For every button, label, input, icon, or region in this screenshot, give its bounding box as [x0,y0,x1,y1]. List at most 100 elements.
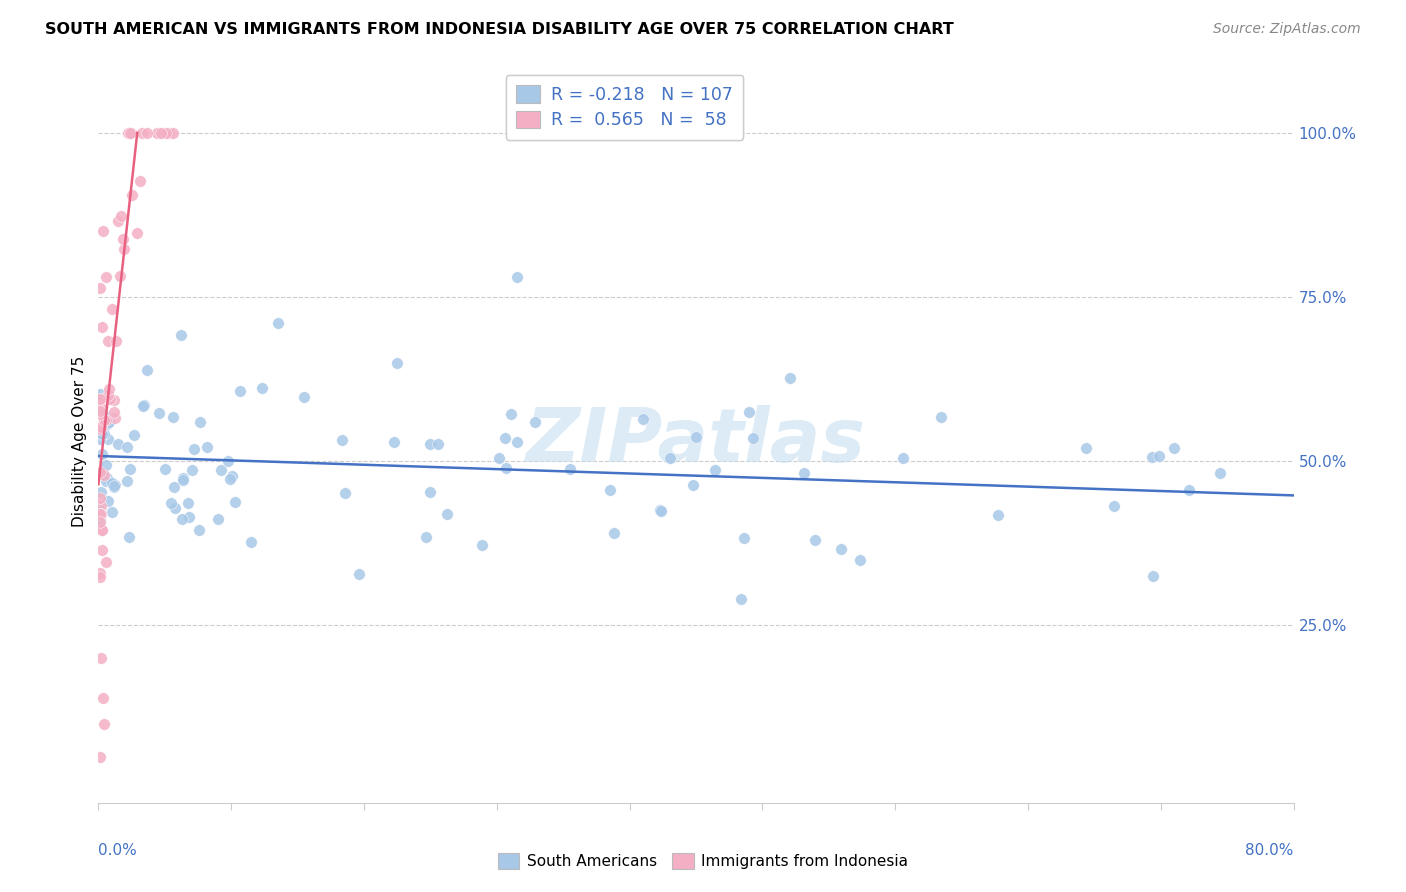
Point [132,399,155,413]
Point [104,478,127,492]
Point [136,363,159,377]
Point [419,437,441,451]
Point [97,494,120,508]
Point [471,538,494,552]
Point [90,392,112,406]
Point [120,126,142,140]
Point [426,437,449,451]
Point [90,319,112,334]
Point [90,500,112,514]
Point [93,412,115,426]
Point [91,448,114,462]
Point [153,462,176,476]
Point [292,390,315,404]
Point [333,486,356,500]
Point [987,508,1010,522]
Point [89,512,111,526]
Point [98,392,121,406]
Point [1142,569,1164,583]
Point [793,466,815,480]
Point [558,462,581,476]
Point [94,270,117,285]
Point [499,407,522,421]
Point [209,463,232,477]
Point [90,400,112,414]
Point [733,531,755,545]
Point [90,484,112,499]
Point [94,412,117,426]
Legend: South Americans, Immigrants from Indonesia: South Americans, Immigrants from Indones… [492,847,914,875]
Point [94,474,117,488]
Point [110,209,132,223]
Point [349,567,371,582]
Point [419,485,441,500]
Point [148,406,170,420]
Point [93,427,115,442]
Point [685,430,707,444]
Point [385,356,409,370]
Point [103,478,125,492]
Point [127,226,149,240]
Point [117,530,139,544]
Point [506,270,529,285]
Point [170,327,193,342]
Point [115,440,138,454]
Point [98,382,121,396]
Point [89,491,111,505]
Point [730,592,752,607]
Point [104,334,127,348]
Point [91,224,114,238]
Point [599,483,621,497]
Point [830,542,852,557]
Point [197,440,219,454]
Point [132,398,155,412]
Point [89,407,111,421]
Point [120,462,142,476]
Point [115,474,138,488]
Point [415,530,437,544]
Text: ZIPatlas: ZIPatlas [526,405,866,478]
Y-axis label: Disability Age Over 75: Disability Age Over 75 [72,356,87,527]
Point [93,468,115,483]
Point [90,543,112,558]
Point [252,381,274,395]
Point [103,480,125,494]
Point [91,465,114,479]
Point [89,281,111,295]
Point [221,469,243,483]
Point [163,480,186,494]
Point [240,534,263,549]
Point [1208,466,1230,480]
Point [157,126,180,140]
Point [177,496,200,510]
Point [1178,483,1201,497]
Point [659,451,682,466]
Point [117,126,139,140]
Point [506,435,529,450]
Point [650,504,672,518]
Point [1074,442,1097,456]
Point [121,188,143,202]
Point [100,475,122,490]
Point [107,213,129,227]
Point [96,555,118,569]
Point [330,434,353,448]
Point [90,426,112,441]
Point [89,386,111,401]
Point [93,717,115,731]
Point [97,432,120,446]
Point [112,242,135,256]
Legend: R = -0.218   N = 107, R =  0.565   N =  58: R = -0.218 N = 107, R = 0.565 N = 58 [506,75,742,140]
Point [267,316,290,330]
Point [1102,500,1125,514]
Point [682,477,704,491]
Point [170,512,193,526]
Point [89,392,111,407]
Point [118,126,141,140]
Text: 80.0%: 80.0% [1246,843,1294,857]
Point [89,507,111,521]
Point [90,420,112,434]
Point [107,437,129,451]
Point [1147,449,1170,463]
Point [742,431,765,445]
